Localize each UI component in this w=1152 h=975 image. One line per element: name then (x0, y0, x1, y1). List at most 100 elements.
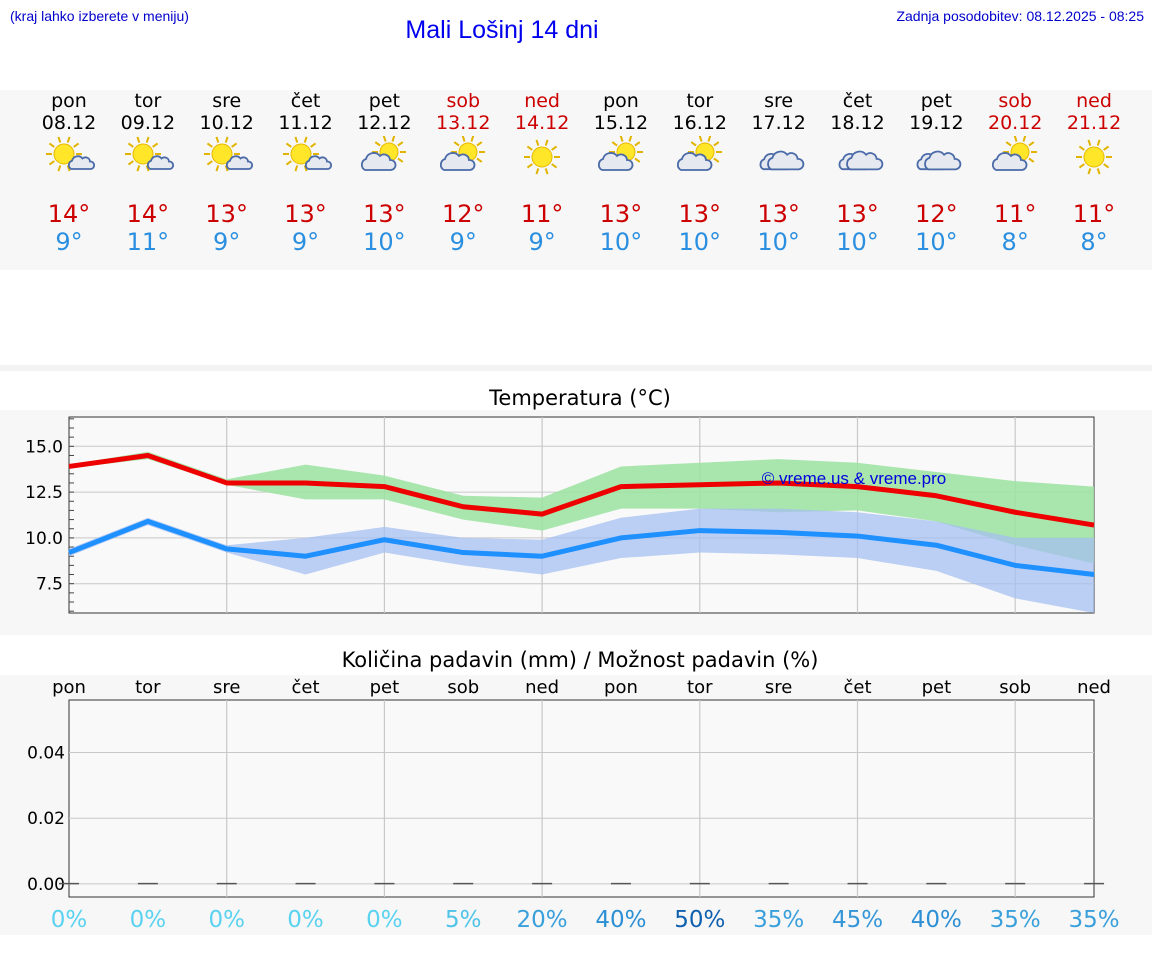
sun-ray (526, 145, 533, 151)
forecast-day: tor 09.12 14° 11° (108, 90, 188, 256)
forecast-day: ned 21.12 11° 8° (1054, 90, 1134, 256)
last-update-label: Zadnja posodobitev: 08.12.2025 - 08:25 (896, 8, 1144, 24)
day-name: čet (842, 90, 873, 112)
cloud-shape (992, 152, 1028, 171)
day-name: ned (1076, 90, 1112, 112)
day-date: 17.12 (751, 112, 806, 134)
max-temperature: 13° (678, 200, 722, 228)
sun-ray (145, 136, 150, 143)
cloud-shape (676, 152, 713, 171)
sun-ray (453, 141, 460, 147)
sun-cloud-icon (203, 136, 253, 172)
sun-ray (634, 157, 641, 163)
sun-ray (73, 142, 80, 148)
forecast-day: sre 10.12 13° 9° (187, 90, 267, 256)
sun-ray (551, 145, 558, 151)
cloud-shape (845, 150, 883, 171)
forecast-day: pet 19.12 12° 10° (896, 90, 976, 256)
sun-ray (551, 163, 558, 169)
sun-ray (151, 142, 158, 148)
day-date: 14.12 (514, 112, 570, 134)
min-temperature: 9° (291, 228, 320, 256)
forecast-day: ned 14.12 11° 9° (502, 90, 582, 256)
max-temperature: 11° (520, 200, 564, 228)
forecast-day: čet 11.12 13° 9° (266, 90, 346, 256)
sun-ray (1028, 157, 1035, 163)
min-temperature: 10° (599, 228, 643, 256)
sun-ray (476, 141, 483, 147)
min-temperature: 10° (678, 228, 722, 256)
sun-disc (53, 143, 75, 165)
sun-icon (524, 139, 561, 175)
max-temperature: 12° (915, 200, 958, 228)
cloud-shape (440, 152, 476, 171)
min-temperature: 10° (836, 228, 879, 256)
sun-ray (66, 165, 71, 172)
sun-disc (531, 146, 553, 168)
precipitation-chart-title: Količina padavin (mm) / Možnost padavin … (341, 648, 819, 672)
day-date: 16.12 (672, 112, 727, 134)
cloud-shape (597, 152, 634, 171)
forecast-day: tor 16.12 13° 10° (660, 90, 740, 256)
min-temperature-line (68, 518, 1095, 578)
daily-forecast-strip: pon 08.12 14° 9° tor 09.12 14° 11° sre 10.12 13° 9°… (0, 90, 1152, 270)
sun-ray (1022, 136, 1027, 142)
sun-ray (48, 160, 55, 166)
sun-ray (145, 165, 150, 172)
cloud-sun-icon (676, 136, 722, 171)
sun-ray (127, 142, 134, 148)
sun-icon (1076, 139, 1113, 175)
sun-ray (1103, 163, 1110, 169)
day-date: 10.12 (199, 112, 254, 134)
cloud-icon (759, 150, 804, 171)
min-temperature: 9° (449, 228, 477, 256)
sun-ray (1096, 168, 1101, 175)
sun-cloud-icon (46, 136, 95, 172)
day-name: čet (290, 90, 321, 112)
sun-ray (397, 157, 404, 163)
max-temperature-range-band (69, 451, 1095, 564)
max-temperature: 12° (441, 200, 485, 228)
sun-ray (303, 165, 308, 172)
day-date: 20.12 (987, 112, 1043, 134)
forecast-day: sre 17.12 13° 10° (739, 90, 819, 256)
min-temperature: 9° (55, 228, 83, 256)
forecast-day: pon 15.12 13° 10° (581, 90, 661, 256)
sun-ray (1087, 168, 1092, 175)
sun-ray (48, 142, 55, 148)
forecast-day: sob 13.12 12° 9° (423, 90, 503, 256)
sun-ray (1096, 139, 1101, 146)
day-date: 13.12 (436, 112, 491, 134)
cloud-shape (361, 152, 397, 171)
max-temperature: 13° (757, 200, 800, 228)
sun-ray (136, 165, 141, 172)
day-name: sre (212, 90, 242, 112)
max-temperature: 13° (363, 200, 406, 228)
sun-ray (206, 142, 213, 148)
y-tick-label: 12.5 (25, 483, 63, 503)
cloud-shape (304, 155, 332, 170)
sun-ray (127, 160, 134, 166)
sun-ray (634, 141, 641, 147)
forecast-day: pon 08.12 14° 9° (29, 90, 109, 256)
cloud-icon (838, 150, 883, 171)
sun-cloud-icon (282, 136, 332, 172)
min-temperature: 10° (363, 228, 406, 256)
day-name: ned (524, 90, 560, 112)
min-temperature: 8° (1001, 228, 1029, 256)
sun-ray (391, 136, 396, 142)
y-tick-label: 15.0 (25, 437, 63, 457)
sun-disc (211, 143, 233, 165)
sun-ray (611, 141, 618, 147)
watermark: © vreme.us & vreme.pro (762, 469, 946, 488)
sun-ray (375, 141, 382, 147)
min-temperature: 10° (757, 228, 800, 256)
sun-disc (1083, 146, 1105, 168)
day-date: 09.12 (120, 112, 176, 134)
sun-ray (690, 141, 697, 147)
day-date: 21.12 (1066, 112, 1122, 134)
day-name: pet (368, 90, 400, 112)
forecast-day: pet 12.12 13° 10° (344, 90, 424, 256)
sun-ray (1028, 141, 1035, 147)
cloud-shape (766, 150, 804, 171)
